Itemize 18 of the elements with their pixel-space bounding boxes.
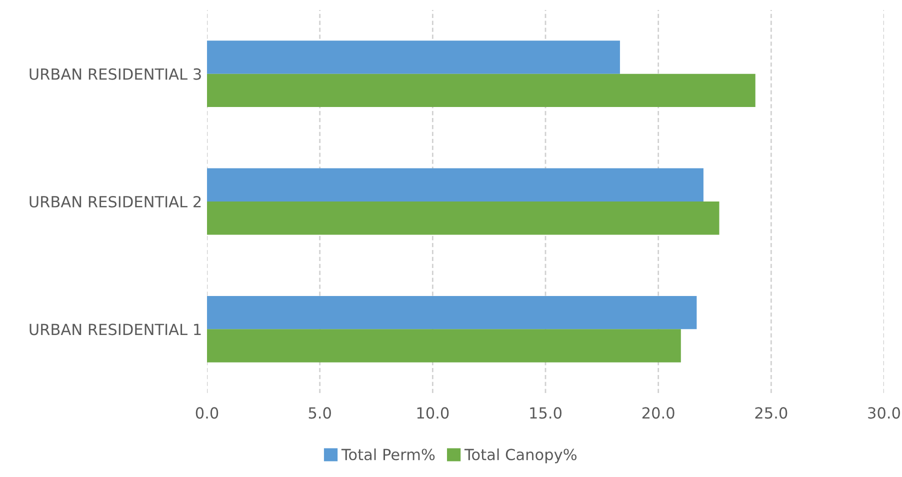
x-tick-label: 15.0 [530, 407, 562, 419]
legend-label: Total Perm% [341, 448, 435, 460]
x-tick-label: 25.0 [755, 407, 788, 419]
x-tick-label: 0.0 [196, 407, 218, 419]
y-tick-label: URBAN RESIDENTIAL 3 [30, 68, 201, 80]
bar [207, 168, 704, 202]
x-tick-label: 20.0 [642, 407, 674, 419]
bar [207, 202, 720, 235]
x-tick-label: 10.0 [417, 407, 449, 419]
x-tick-label: 5.0 [308, 407, 331, 419]
legend-label: Total Canopy% [464, 448, 576, 464]
bar [207, 329, 681, 362]
x-tick-label: 30.0 [868, 407, 900, 419]
y-tick-label: URBAN RESIDENTIAL 2 [30, 196, 201, 208]
bar [207, 296, 697, 330]
bar [207, 74, 756, 108]
y-tick-label: URBAN RESIDENTIAL 1 [30, 324, 201, 336]
bar [207, 40, 620, 74]
